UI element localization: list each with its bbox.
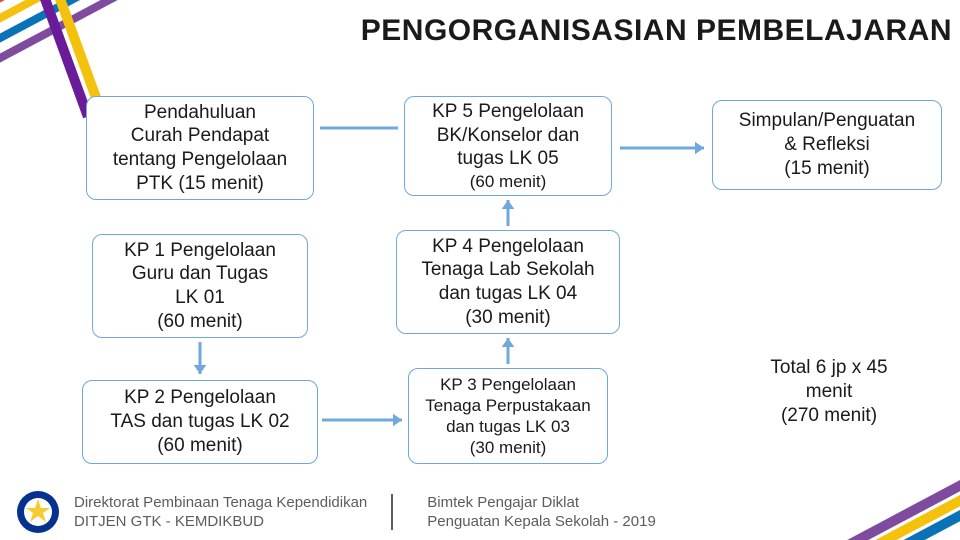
box-line: Tenaga Perpustakaan xyxy=(425,395,590,416)
footer-right: Bimtek Pengajar Diklat Penguatan Kepala … xyxy=(427,493,656,532)
box-kp3: KP 3 PengelolaanTenaga Perpustakaandan t… xyxy=(408,368,608,464)
footer-divider xyxy=(391,494,393,530)
footer-right-line2: Penguatan Kepala Sekolah - 2019 xyxy=(427,512,656,532)
arrow-kp1-to-kp2 xyxy=(194,342,207,374)
box-line: KP 1 Pengelolaan xyxy=(124,239,276,263)
box-line: Curah Pendapat xyxy=(131,124,269,148)
box-line: KP 4 Pengelolaan xyxy=(432,235,584,259)
box-line: (30 menit) xyxy=(470,437,547,458)
box-line: Guru dan Tugas xyxy=(132,262,268,286)
box-line: & Refleksi xyxy=(784,133,870,157)
box-line: menit xyxy=(806,380,852,404)
footer-left-line2: DITJEN GTK - KEMDIKBUD xyxy=(74,512,367,532)
box-line: KP 3 Pengelolaan xyxy=(440,374,576,395)
box-line: LK 01 xyxy=(175,286,225,310)
box-subline: (60 menit) xyxy=(470,171,547,192)
box-kp2: KP 2 PengelolaanTAS dan tugas LK 02(60 m… xyxy=(82,380,318,464)
arrow-kp5-to-concl xyxy=(620,142,704,155)
box-line: (15 menit) xyxy=(784,157,870,181)
box-kp1: KP 1 PengelolaanGuru dan TugasLK 01(60 m… xyxy=(92,234,308,338)
box-line: (270 menit) xyxy=(781,404,877,428)
box-line: KP 2 Pengelolaan xyxy=(124,386,276,410)
box-line: dan tugas LK 03 xyxy=(446,416,570,437)
box-line: Total 6 jp x 45 xyxy=(770,356,887,380)
footer-left: Direktorat Pembinaan Tenaga Kependidikan… xyxy=(74,493,367,532)
page-title: PENGORGANISASIAN PEMBELAJARAN xyxy=(200,14,952,48)
box-intro: PendahuluanCurah Pendapattentang Pengelo… xyxy=(86,96,314,200)
arrow-kp3-to-kp4 xyxy=(502,338,515,364)
box-line: Simpulan/Penguatan xyxy=(739,109,915,133)
box-line: Tenaga Lab Sekolah xyxy=(421,258,594,282)
box-line: tentang Pengelolaan xyxy=(113,148,287,172)
box-line: TAS dan tugas LK 02 xyxy=(110,410,289,434)
box-line: (60 menit) xyxy=(157,310,243,334)
box-total: Total 6 jp x 45menit(270 menit) xyxy=(744,352,914,432)
footer-left-line1: Direktorat Pembinaan Tenaga Kependidikan xyxy=(74,493,367,513)
box-line: Pendahuluan xyxy=(144,101,256,125)
decor-stripe-tl-4 xyxy=(0,0,184,78)
box-line: (30 menit) xyxy=(465,306,551,330)
box-line: (60 menit) xyxy=(157,434,243,458)
box-line: KP 5 Pengelolaan xyxy=(432,100,584,124)
arrow-kp4-to-kp5 xyxy=(502,200,515,226)
box-line: BK/Konselor dan xyxy=(437,124,580,148)
ministry-logo-icon xyxy=(16,490,60,534)
box-line: dan tugas LK 04 xyxy=(439,282,577,306)
box-kp5: KP 5 PengelolaanBK/Konselor dantugas LK … xyxy=(404,96,612,196)
box-line: tugas LK 05 xyxy=(457,147,558,171)
footer: Direktorat Pembinaan Tenaga Kependidikan… xyxy=(0,484,960,540)
box-kp4: KP 4 PengelolaanTenaga Lab Sekolahdan tu… xyxy=(396,230,620,334)
footer-right-line1: Bimtek Pengajar Diklat xyxy=(427,493,656,513)
arrow-kp2-to-kp3 xyxy=(322,414,402,427)
box-conclusion: Simpulan/Penguatan& Refleksi(15 menit) xyxy=(712,100,942,190)
box-line: PTK (15 menit) xyxy=(136,172,264,196)
